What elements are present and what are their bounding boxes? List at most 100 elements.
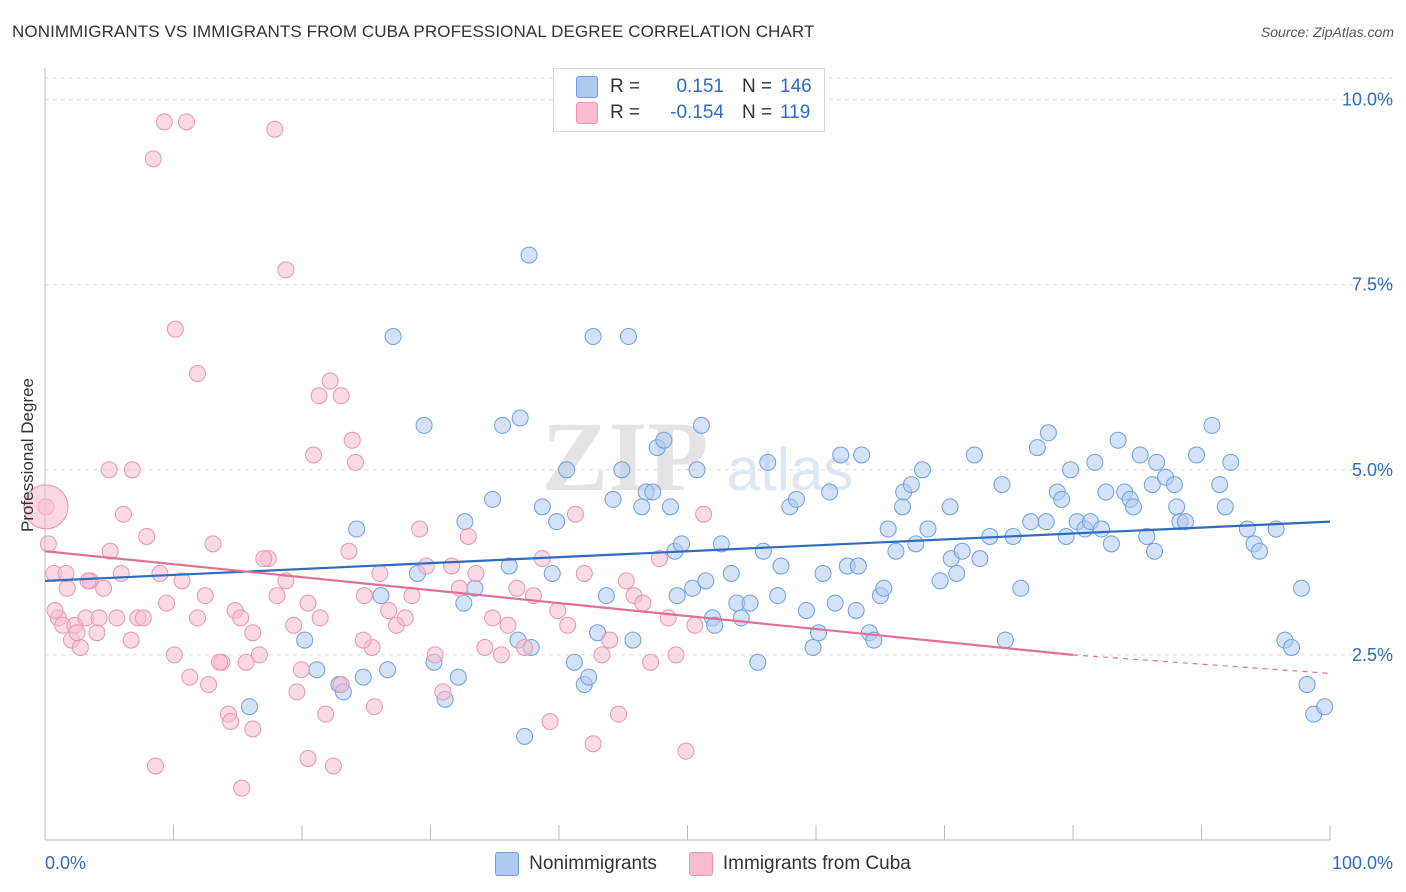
bottom-legend-label: Nonimmigrants <box>529 853 657 874</box>
data-point <box>575 564 593 582</box>
data-point <box>311 609 329 627</box>
data-point <box>597 587 615 605</box>
data-point <box>706 616 724 634</box>
legend-r-value: -0.154 <box>670 102 724 123</box>
trend-line-nonimmigrants <box>44 520 1331 582</box>
data-point <box>533 498 551 516</box>
data-point <box>584 735 602 753</box>
data-point <box>520 246 538 264</box>
data-point <box>941 498 959 516</box>
data-point <box>1092 520 1110 538</box>
data-point <box>147 757 165 775</box>
y-tick-label: 10.0% <box>1342 90 1393 110</box>
data-point <box>749 653 767 671</box>
data-point <box>250 646 268 664</box>
series-immigrants-cuba <box>23 113 713 797</box>
data-point <box>913 461 931 479</box>
data-point <box>1188 446 1206 464</box>
data-point <box>158 594 176 612</box>
data-point <box>619 328 637 346</box>
data-point <box>237 653 255 671</box>
data-point <box>268 587 286 605</box>
data-point <box>68 624 86 642</box>
data-point <box>659 609 677 627</box>
data-point <box>712 535 730 553</box>
data-point <box>492 646 510 664</box>
data-point <box>151 564 169 582</box>
y-tick-label: 2.5% <box>1352 645 1393 665</box>
data-point <box>173 572 191 590</box>
data-point <box>1062 461 1080 479</box>
data-point <box>467 564 485 582</box>
data-point <box>332 387 350 405</box>
data-point <box>155 113 173 131</box>
data-point <box>348 520 366 538</box>
data-point <box>288 683 306 701</box>
data-point <box>516 727 534 745</box>
data-point <box>759 453 777 471</box>
data-point <box>543 564 561 582</box>
data-point <box>355 587 373 605</box>
data-point <box>996 631 1014 649</box>
data-point <box>372 587 390 605</box>
data-point <box>902 476 920 494</box>
data-point <box>415 416 433 434</box>
data-point <box>1097 483 1115 501</box>
data-point <box>993 476 1011 494</box>
data-point <box>181 668 199 686</box>
data-point <box>610 705 628 723</box>
data-point <box>189 609 207 627</box>
data-point <box>566 505 584 523</box>
data-point-large <box>23 484 69 530</box>
data-point <box>449 668 467 686</box>
data-point <box>90 609 108 627</box>
trend-line-immigrants-extension <box>1072 654 1331 675</box>
data-point <box>177 113 195 131</box>
data-point <box>1057 527 1075 545</box>
legend-n-value: 119 <box>780 102 811 123</box>
watermark: ZIP atlas <box>542 401 854 512</box>
data-point <box>668 587 686 605</box>
data-point <box>634 594 652 612</box>
chart-source: Source: ZipAtlas.com <box>1260 24 1394 40</box>
data-point <box>804 639 822 656</box>
legend-n-label: N = <box>742 102 773 123</box>
data-point <box>79 572 97 590</box>
data-point <box>688 461 706 479</box>
data-point <box>644 483 662 501</box>
data-point <box>772 557 790 575</box>
data-point <box>511 409 529 427</box>
legend-swatch-pink <box>576 102 598 124</box>
data-point <box>365 698 383 716</box>
data-point <box>380 601 398 619</box>
data-point <box>601 631 619 649</box>
data-point <box>211 653 229 671</box>
data-point <box>1283 639 1301 656</box>
data-point <box>100 461 118 479</box>
data-point <box>965 446 983 464</box>
y-tick-label: 5.0% <box>1352 460 1393 480</box>
series-nonimmigrants <box>240 246 1334 745</box>
data-point <box>1216 498 1234 516</box>
data-point <box>166 320 184 338</box>
data-point <box>814 564 832 582</box>
data-point <box>379 661 397 679</box>
data-point <box>722 564 740 582</box>
data-point <box>797 601 815 619</box>
data-point <box>189 365 207 383</box>
bottom-legend-label: Immigrants from Cuba <box>722 853 911 874</box>
data-point <box>907 535 925 553</box>
data-point <box>484 609 502 627</box>
data-point <box>244 720 262 738</box>
legend-row-nonimmigrants: R = 0.151 N = 146 <box>576 74 812 100</box>
data-point <box>655 431 673 449</box>
data-point <box>443 557 461 575</box>
data-point <box>617 572 635 590</box>
data-point <box>1109 431 1127 449</box>
data-point <box>354 668 372 686</box>
data-point <box>1086 453 1104 471</box>
data-point <box>1148 453 1166 471</box>
data-point <box>1203 416 1221 434</box>
data-point <box>165 646 183 664</box>
